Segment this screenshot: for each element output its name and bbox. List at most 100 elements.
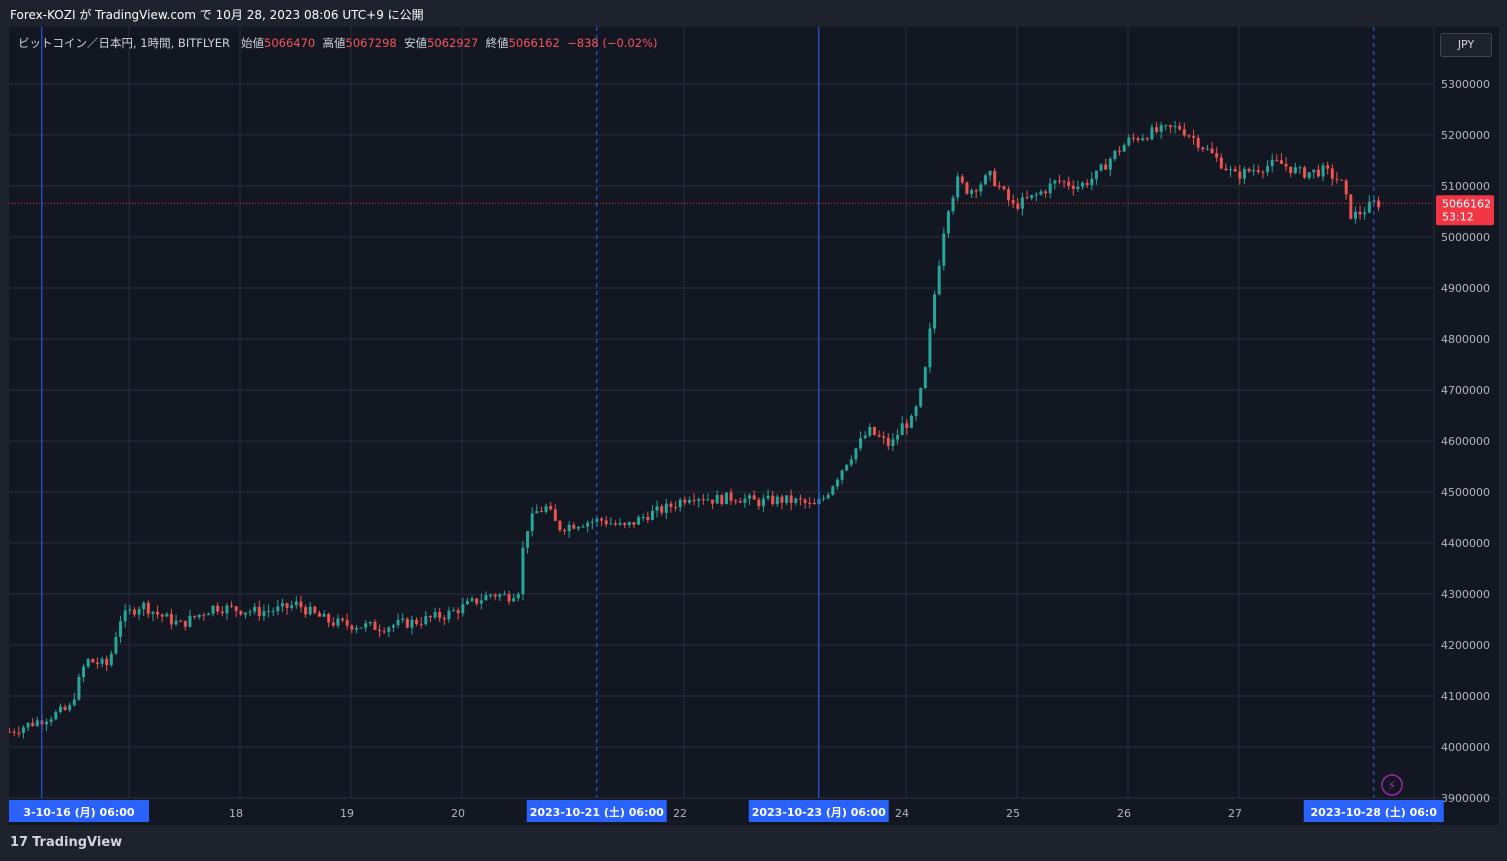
time-marker-label-bg [9, 800, 149, 822]
candle-body [535, 511, 539, 514]
candle-body [1192, 136, 1196, 138]
candle-body [1090, 178, 1094, 186]
candle-body [521, 547, 525, 595]
candle-body [248, 611, 252, 613]
time-marker-label: 2023-10-21 (土) 06:00 [530, 805, 664, 819]
candle-body [974, 190, 978, 192]
candle-body [1372, 200, 1376, 202]
candle-body [595, 518, 599, 522]
candle-body [581, 526, 585, 528]
candle-body [156, 611, 160, 615]
candle-body [109, 653, 113, 666]
candle-body [498, 594, 502, 597]
price-tick-label: 4000000 [1441, 741, 1490, 754]
candle-body [82, 666, 86, 677]
candle-body [9, 731, 12, 733]
candle-body [646, 517, 650, 520]
candle-body [1044, 191, 1048, 194]
candle-body [1205, 148, 1209, 150]
candle-body [914, 406, 918, 416]
candle-body [202, 614, 206, 616]
candle-body [979, 184, 983, 192]
candle-body [396, 620, 400, 626]
candle-body [1030, 194, 1034, 198]
time-tick-label: 25 [1006, 807, 1020, 820]
candlestick-chart[interactable]: 5300000 5200000 5100000 5000000 4900000 48000… [9, 27, 1499, 825]
candle-body [590, 521, 594, 523]
candle-body [1358, 211, 1362, 215]
candle-body [780, 496, 784, 503]
candle-body [373, 621, 377, 630]
candle-body [290, 605, 294, 608]
candle-body [1307, 172, 1311, 178]
candle-body [1113, 150, 1117, 159]
price-tick-label: 4100000 [1441, 690, 1490, 703]
candle-body [243, 612, 247, 615]
price-tick-label: 5000000 [1441, 231, 1490, 244]
price-tick-label: 4700000 [1441, 384, 1490, 397]
price-tick-label: 3900000 [1441, 792, 1490, 805]
candle-body [364, 623, 368, 628]
candle-body [752, 495, 756, 500]
candle-body [1266, 166, 1270, 173]
candle-body [1048, 183, 1052, 194]
candle-body [835, 479, 839, 487]
candle-body [456, 610, 460, 614]
candle-body [1321, 165, 1325, 177]
candle-body [299, 601, 303, 608]
lightning-icon-glyph: ⚡ [1387, 779, 1396, 794]
candle-body [354, 628, 358, 630]
time-marker-label: 2023-10-28 (土) 06:0 [1311, 805, 1438, 819]
candle-body [1020, 197, 1024, 209]
open-label: 始値 [241, 36, 264, 50]
candle-body [766, 495, 770, 499]
candle-body [507, 594, 511, 602]
candle-body [553, 509, 557, 521]
candle-body [701, 499, 705, 501]
candle-body [77, 676, 81, 700]
candle-body [1238, 171, 1242, 179]
candle-body [331, 622, 335, 626]
candle-body [442, 617, 446, 620]
chart-frame[interactable]: 5300000 5200000 5100000 5000000 4900000 48000… [9, 27, 1499, 825]
candle-body [516, 594, 520, 599]
time-marker-label-bg [526, 800, 667, 822]
high-label: 高値 [322, 36, 346, 50]
candle-body [729, 492, 733, 501]
price-tick-label: 5300000 [1441, 78, 1490, 91]
candle-body [771, 495, 775, 505]
candle-body [1326, 165, 1330, 169]
price-tick-label: 5200000 [1441, 129, 1490, 142]
candle-body [461, 604, 465, 614]
candle-body [1141, 138, 1145, 141]
candle-body [438, 611, 442, 618]
candle-body [169, 613, 173, 625]
time-marker-label-bg [1303, 800, 1444, 822]
candle-body [761, 498, 765, 507]
close-label: 終値 [485, 36, 509, 50]
candle-body [1118, 150, 1122, 152]
time-tick-label: 20 [451, 807, 465, 820]
candle-body [1002, 186, 1006, 190]
candle-body [1210, 148, 1214, 154]
candle-body [604, 520, 608, 525]
candle-body [12, 731, 16, 733]
candle-body [1252, 170, 1256, 172]
candle-body [1145, 138, 1149, 140]
last-price-tag [1436, 195, 1494, 226]
candle-body [1150, 127, 1154, 140]
candle-body [1016, 203, 1020, 209]
time-tick-label: 24 [895, 807, 909, 820]
candle-body [174, 620, 178, 625]
candle-body [1081, 182, 1085, 187]
candle-body [1293, 167, 1297, 174]
lightning-icon[interactable] [1381, 774, 1403, 796]
candle-body [267, 611, 271, 613]
candle-body [757, 499, 761, 507]
currency-button[interactable]: JPY [1440, 33, 1492, 57]
candle-body [1261, 171, 1265, 173]
candle-body [711, 499, 715, 504]
candle-body [586, 522, 590, 527]
candle-body [1011, 200, 1015, 204]
candle-body [1229, 169, 1233, 171]
